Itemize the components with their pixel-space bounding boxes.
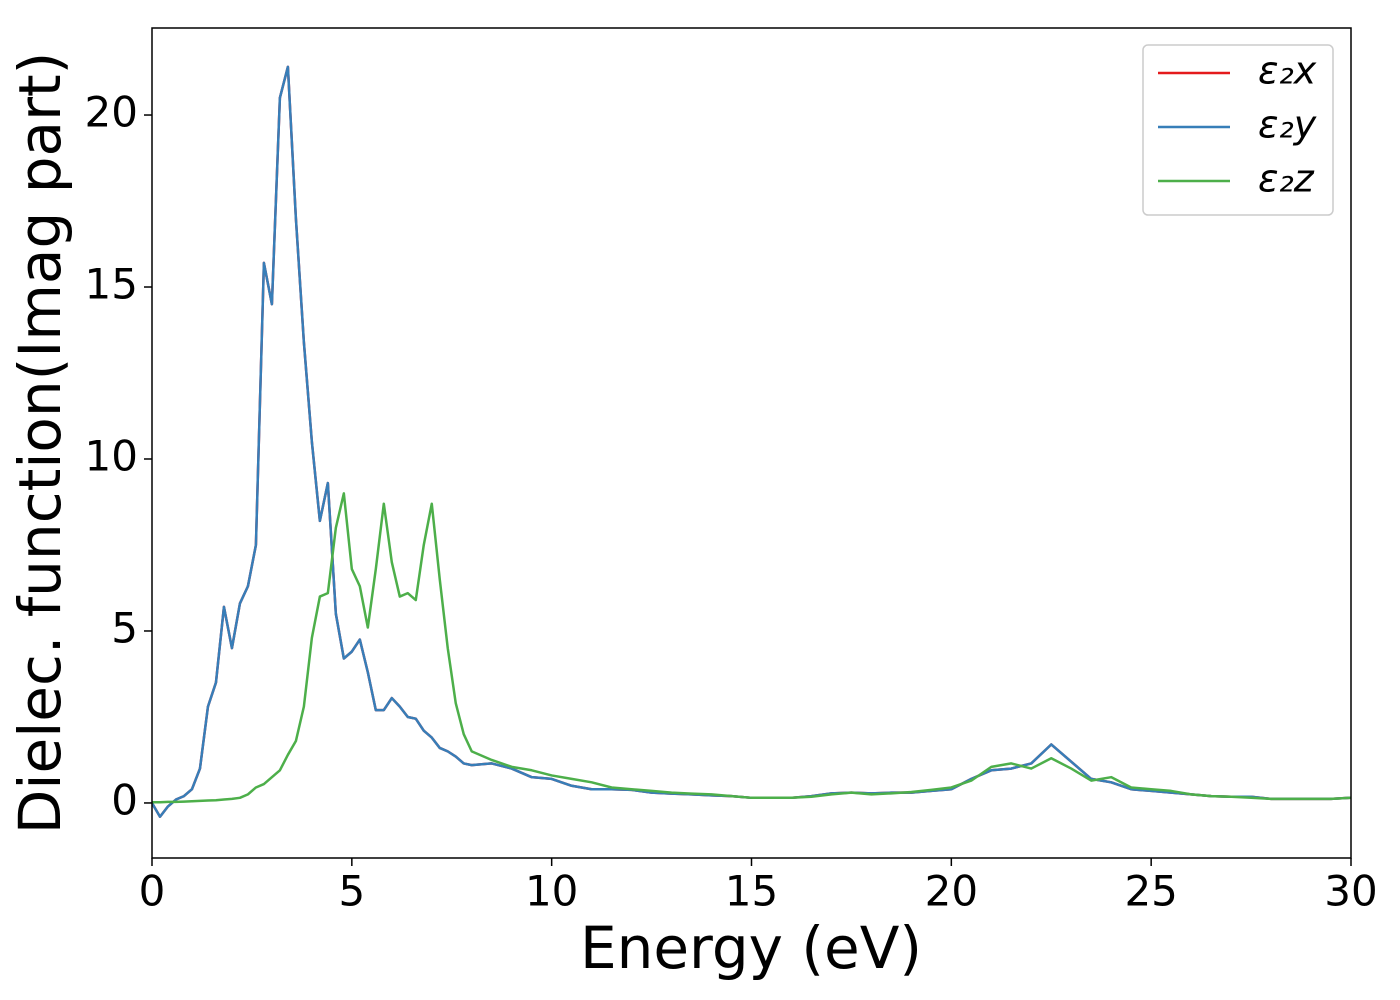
y-tick-label: 20 <box>85 88 138 137</box>
x-tick-label: 20 <box>925 867 978 916</box>
y-axis-label: Dielec. function(Imag part) <box>6 52 74 835</box>
x-tick-label: 25 <box>1124 867 1177 916</box>
series-line <box>152 65 1351 818</box>
x-tick-label: 0 <box>139 867 166 916</box>
x-tick-label: 10 <box>525 867 578 916</box>
legend-label: ε₂y <box>1258 103 1317 147</box>
legend-box <box>1142 44 1334 216</box>
y-tick-label: 10 <box>85 431 138 480</box>
plot-frame <box>151 27 1352 859</box>
series-line <box>152 492 1351 804</box>
x-axis-label: Energy (eV) <box>580 914 922 982</box>
legend-label: ε₂x <box>1258 49 1317 93</box>
legend-label: ε₂z <box>1258 157 1315 201</box>
y-tick-label: 15 <box>85 260 138 309</box>
x-tick-label: 15 <box>725 867 778 916</box>
x-tick-label: 30 <box>1324 867 1377 916</box>
y-tick-label: 0 <box>111 775 138 824</box>
x-tick-label: 5 <box>338 867 365 916</box>
y-tick-label: 5 <box>111 603 138 652</box>
